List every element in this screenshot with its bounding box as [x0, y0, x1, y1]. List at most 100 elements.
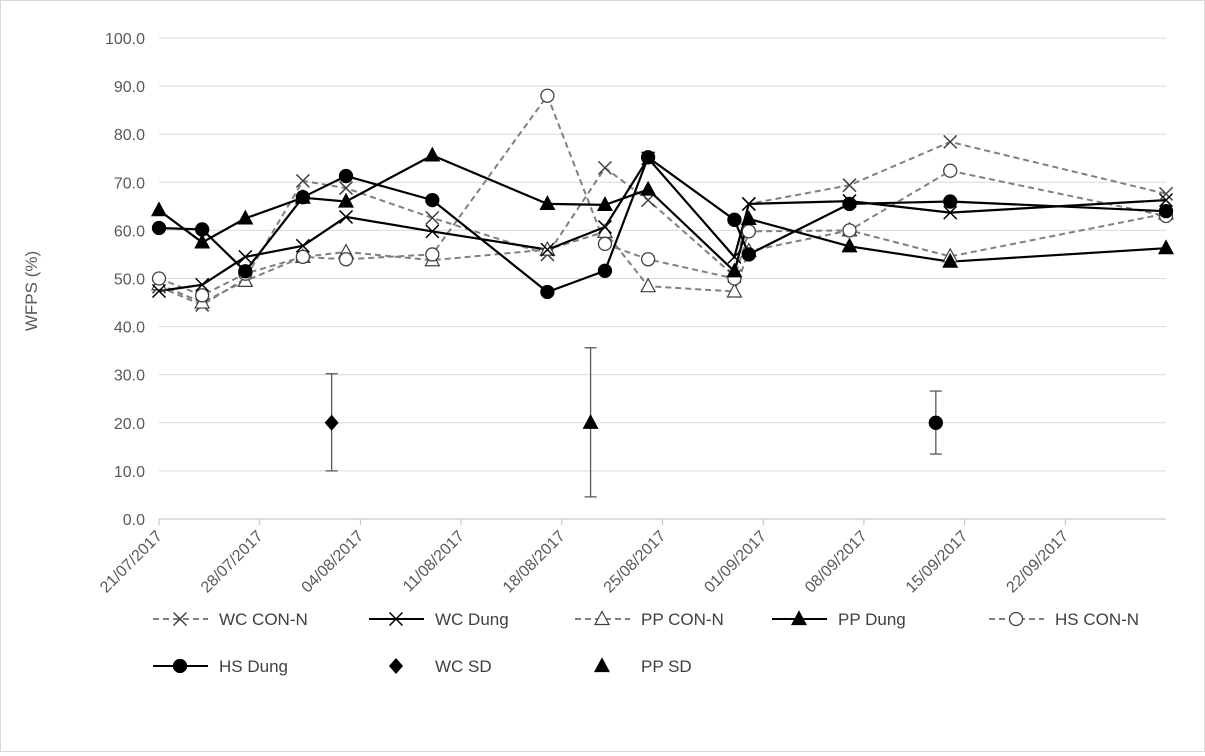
data-point: [842, 196, 857, 212]
data-point: [195, 288, 210, 303]
data-point: [842, 223, 857, 238]
series-line-pp-con-n: [158, 212, 1167, 304]
legend-marker: [172, 611, 188, 627]
legend-item: PP CON-N: [575, 610, 724, 629]
y-tick-label: 20.0: [114, 416, 145, 433]
data-point: [338, 181, 354, 196]
legend: WC CON-N WC Dung PP CON-N PP Dung HS CON-N HS…: [153, 610, 1139, 676]
data-point: [741, 224, 756, 239]
data-point: [295, 249, 311, 265]
data-point: [151, 283, 167, 299]
y-axis-label: WFPS (%): [22, 251, 41, 331]
y-tick-labels: 0.0 10.0 20.0 30.0 40.0 50.0 60.0 70.0 80.0 90.0 1…: [105, 31, 145, 529]
data-point: [943, 194, 958, 209]
data-point: [195, 222, 210, 237]
data-point: [238, 249, 253, 264]
data-point: [726, 262, 743, 278]
data-point: [425, 210, 440, 225]
data-point: [727, 212, 742, 227]
y-tick-label: 80.0: [114, 127, 145, 144]
data-point: [1158, 193, 1174, 208]
data-point: [151, 271, 167, 286]
legend-marker: [1008, 611, 1024, 627]
y-tick-label: 10.0: [114, 464, 145, 481]
data-point: [425, 192, 440, 208]
data-point: [841, 237, 858, 253]
legend-marker: [389, 658, 403, 674]
data-point: [338, 168, 354, 184]
data-point: [1158, 186, 1174, 201]
data-point: [540, 284, 555, 300]
legend-label: WC SD: [435, 657, 492, 676]
series-line-hs-dung: [158, 155, 1167, 294]
legend-item: WC SD: [389, 657, 492, 676]
data-point: [1157, 239, 1175, 255]
data-point: [338, 192, 355, 208]
sd-markers: [324, 347, 943, 498]
legend-item: PP Dung: [772, 610, 906, 629]
x-tick-label: 04/08/2017: [299, 528, 368, 597]
legend-label: HS CON-N: [1055, 610, 1139, 629]
legend-marker: [790, 610, 808, 626]
x-tick-labels: 21/07/2017 28/07/2017 04/08/2017 11/08/2017…: [97, 528, 1072, 597]
data-point: [195, 277, 210, 292]
data-point: [640, 277, 657, 293]
data-point: [194, 233, 211, 249]
legend-marker: [593, 657, 611, 673]
data-point: [425, 247, 440, 262]
data-point: [540, 88, 555, 103]
data-point: [641, 193, 656, 208]
y-tick-label: 30.0: [114, 368, 145, 385]
legend-marker: [388, 611, 404, 627]
y-tick-label: 0.0: [123, 512, 145, 529]
data-point: [338, 252, 354, 267]
data-point: [238, 264, 253, 279]
series-line-wc-con-n: [158, 140, 1167, 307]
data-point: [597, 236, 613, 252]
data-point: [943, 205, 958, 220]
data-point: [295, 238, 310, 253]
sd-marker: [582, 414, 599, 429]
legend-label: PP Dung: [838, 610, 906, 629]
data-point: [597, 160, 612, 175]
legend-item: WC Dung: [369, 610, 509, 629]
legend-label: WC CON-N: [219, 610, 308, 629]
data-point: [842, 178, 857, 193]
legend-marker: [593, 610, 611, 626]
data-point: [741, 247, 756, 262]
y-tick-label: 40.0: [114, 320, 145, 337]
legend-marker: [172, 658, 188, 674]
data-point: [151, 220, 167, 236]
x-tick-label: 21/07/2017: [97, 528, 166, 597]
data-point: [295, 190, 311, 205]
x-tick-label: 15/09/2017: [903, 528, 972, 597]
series-line-pp-dung: [158, 154, 1167, 274]
sd-marker: [928, 415, 943, 430]
x-tick-label: 08/09/2017: [802, 528, 871, 597]
x-tick-label: 25/08/2017: [601, 528, 670, 597]
y-tick-label: 60.0: [114, 223, 145, 240]
data-point: [740, 210, 757, 225]
legend-label: PP CON-N: [641, 610, 724, 629]
legend-label: PP SD: [641, 657, 692, 676]
x-tick-label: 22/09/2017: [1003, 528, 1072, 597]
data-point: [1158, 204, 1174, 219]
data-point: [741, 196, 756, 211]
data-point: [942, 252, 959, 268]
data-point: [295, 173, 310, 188]
x-tick-label: 28/07/2017: [198, 528, 267, 597]
data-point: [539, 195, 556, 211]
y-tick-label: 90.0: [114, 79, 145, 96]
data-point: [943, 134, 958, 149]
data-point: [943, 163, 958, 178]
data-point: [727, 249, 742, 264]
x-tick-label: 18/08/2017: [500, 528, 569, 597]
legend-label: HS Dung: [219, 657, 288, 676]
y-tick-label: 100.0: [105, 31, 145, 48]
data-point: [424, 146, 441, 162]
legend-item: HS Dung: [153, 657, 288, 676]
series-lines: [150, 88, 1175, 312]
sd-marker: [324, 414, 339, 431]
